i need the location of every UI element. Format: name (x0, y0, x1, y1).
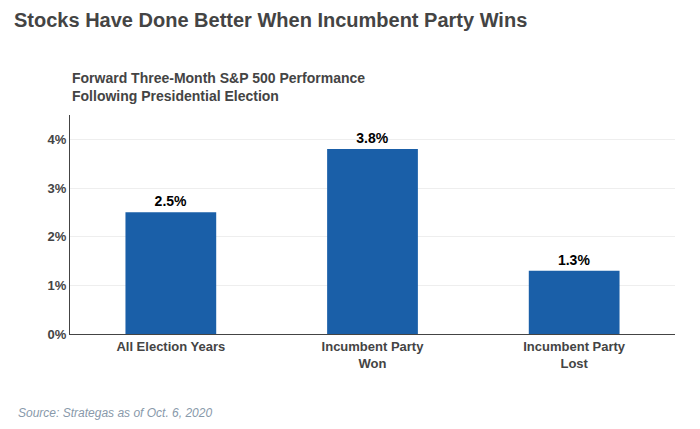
svg-text:Source: Strategas as of Oct. 6: Source: Strategas as of Oct. 6, 2020 (18, 406, 212, 420)
svg-text:1.3%: 1.3% (558, 252, 590, 268)
svg-text:3.8%: 3.8% (356, 130, 388, 146)
svg-text:Stocks Have Done Better When I: Stocks Have Done Better When Incumbent P… (14, 9, 527, 31)
svg-text:Incumbent PartyWon: Incumbent PartyWon (322, 339, 425, 371)
svg-text:1%: 1% (48, 278, 67, 293)
svg-text:3%: 3% (48, 181, 67, 196)
svg-text:All Election Years: All Election Years (116, 339, 225, 354)
svg-text:4%: 4% (48, 132, 67, 147)
svg-text:2%: 2% (48, 229, 67, 244)
svg-text:0%: 0% (48, 327, 67, 342)
svg-text:Forward Three-Month S&P 500 Pe: Forward Three-Month S&P 500 PerformanceF… (72, 70, 365, 104)
svg-text:Incumbent PartyLost: Incumbent PartyLost (523, 339, 626, 371)
svg-text:2.5%: 2.5% (155, 193, 187, 209)
